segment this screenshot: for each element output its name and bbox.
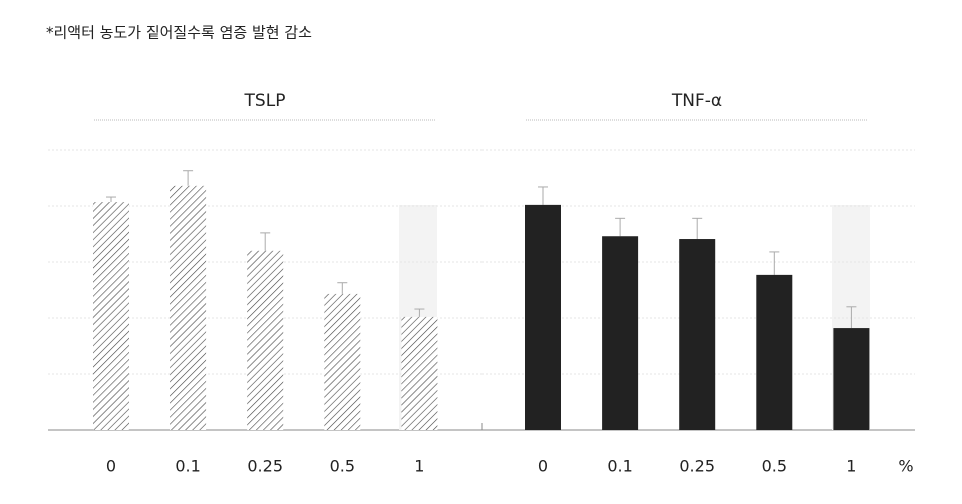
x-tick-label: 0 (538, 457, 548, 476)
x-tick-label: 0.5 (762, 457, 787, 476)
bar (324, 293, 361, 430)
bar (602, 236, 639, 430)
x-tick-label: 1 (846, 457, 856, 476)
bar (756, 274, 793, 430)
x-tick-label: 1 (414, 457, 424, 476)
x-tick-label: 0.1 (607, 457, 632, 476)
bar (833, 328, 870, 430)
x-tick-label: 0.25 (679, 457, 715, 476)
bar (401, 316, 438, 430)
bar (247, 250, 284, 430)
bar (170, 185, 207, 430)
x-unit: % (898, 457, 913, 476)
panel-title: TSLP (244, 91, 286, 111)
x-tick-label: 0.5 (330, 457, 355, 476)
x-tick-label: 0.25 (247, 457, 283, 476)
page-title: *리액터 농도가 짙어질수록 염증 발현 감소 (46, 24, 312, 42)
x-tick-label: 0.1 (175, 457, 200, 476)
x-tick-label: 0 (106, 457, 116, 476)
bar (93, 202, 129, 430)
bar (679, 239, 716, 430)
panel-title: TNF-α (671, 91, 722, 111)
bar (525, 204, 561, 430)
